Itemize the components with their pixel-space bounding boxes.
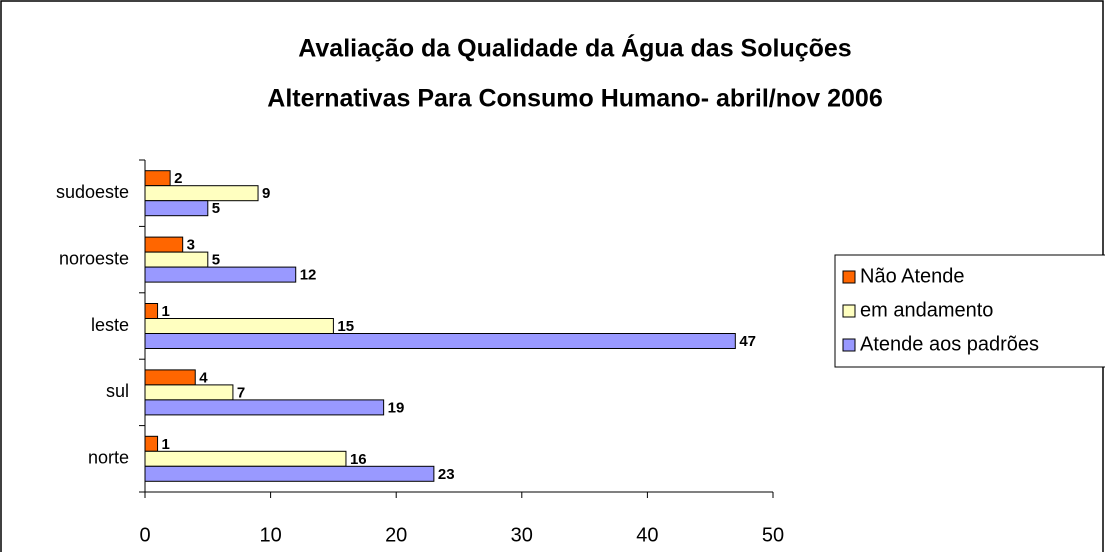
bar <box>144 318 334 334</box>
legend-swatch <box>842 304 856 318</box>
y-tick-label: norte <box>88 448 129 468</box>
bar <box>144 450 347 467</box>
bar <box>144 465 435 482</box>
bar <box>144 399 385 416</box>
data-label: 47 <box>739 333 756 350</box>
data-label: 9 <box>262 185 270 202</box>
chart-title: Avaliação da Qualidade da Água das Soluç… <box>298 34 851 63</box>
y-tick-label: noroeste <box>59 248 129 268</box>
legend-label: em andamento <box>860 299 993 321</box>
bar <box>144 369 196 386</box>
x-tick-label: 10 <box>259 524 281 546</box>
data-label: 5 <box>212 200 220 217</box>
bar <box>144 333 736 349</box>
data-label: 1 <box>162 303 170 320</box>
data-label: 5 <box>212 252 220 269</box>
data-label: 16 <box>350 451 367 468</box>
bar <box>144 266 297 283</box>
legend-box <box>834 254 1105 368</box>
legend-swatch <box>842 338 856 352</box>
y-tick-label: sudoeste <box>56 182 129 202</box>
bar <box>144 200 209 217</box>
x-tick-label: 50 <box>762 524 784 546</box>
bar <box>144 185 259 202</box>
data-label: 12 <box>300 267 317 284</box>
bar <box>144 170 171 187</box>
y-tick-label: sul <box>106 381 129 401</box>
legend-label: Atende aos padrões <box>860 333 1039 355</box>
y-tick-label: leste <box>91 315 129 335</box>
data-label: 23 <box>438 466 455 483</box>
data-label: 1 <box>162 436 170 453</box>
bar <box>144 303 159 319</box>
bar <box>144 251 209 268</box>
data-label: 15 <box>337 318 354 335</box>
data-label: 3 <box>187 237 195 254</box>
legend-swatch <box>842 270 856 284</box>
bar <box>144 435 159 452</box>
bar <box>144 384 234 401</box>
x-tick-label: 30 <box>511 524 533 546</box>
x-tick-label: 40 <box>636 524 658 546</box>
data-label: 4 <box>199 369 208 386</box>
x-tick-label: 0 <box>139 524 150 546</box>
bar <box>144 236 184 253</box>
data-label: 19 <box>388 399 405 416</box>
legend-label: Não Atende <box>860 265 965 287</box>
data-label: 2 <box>174 170 182 187</box>
x-tick-label: 20 <box>385 524 407 546</box>
data-label: 7 <box>237 384 245 401</box>
chart-title: Alternativas Para Consumo Humano- abril/… <box>267 85 882 113</box>
